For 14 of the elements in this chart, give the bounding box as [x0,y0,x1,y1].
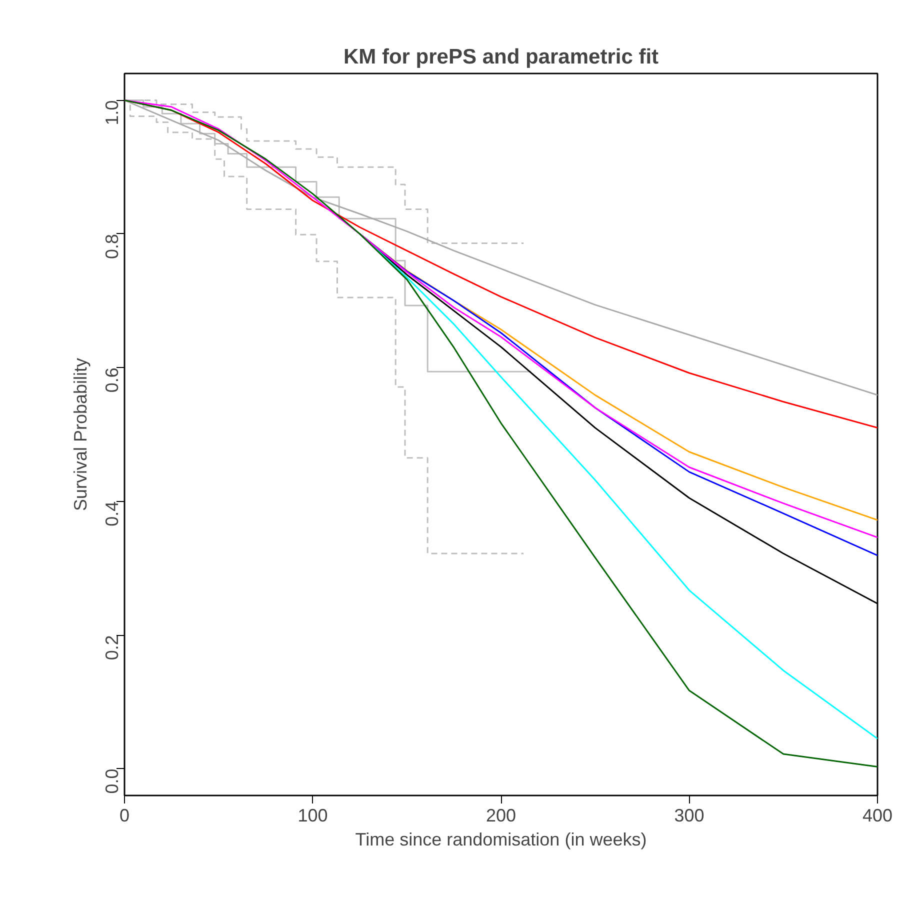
y-tick-label: 1.0 [102,100,122,126]
x-tick-label: 300 [674,806,704,826]
y-tick-label: 0.2 [102,635,122,660]
x-axis-title: Time since randomisation (in weeks) [355,830,647,850]
chart-title: KM for prePS and parametric fit [343,46,659,68]
y-tick-label: 0.0 [102,768,122,794]
x-tick-label: 100 [298,806,328,826]
x-tick-label: 200 [486,806,516,826]
y-tick-label: 0.6 [102,368,122,393]
y-tick-label: 0.4 [102,501,122,526]
x-tick-label: 400 [862,806,893,826]
x-tick-label: 0 [119,806,130,826]
y-tick-label: 0.8 [102,234,122,259]
y-axis-title: Survival Probability [70,358,90,512]
